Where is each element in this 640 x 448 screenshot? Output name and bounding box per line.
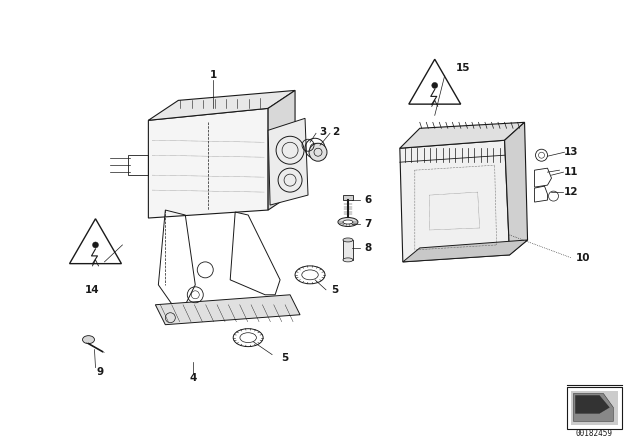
Polygon shape: [400, 140, 509, 262]
Text: 13: 13: [564, 147, 579, 157]
Text: 5: 5: [332, 285, 339, 295]
Polygon shape: [573, 393, 613, 422]
Text: 3: 3: [319, 127, 326, 137]
Ellipse shape: [343, 258, 353, 262]
Polygon shape: [575, 396, 609, 414]
Polygon shape: [268, 90, 295, 210]
Ellipse shape: [338, 218, 358, 227]
Polygon shape: [400, 122, 525, 148]
Circle shape: [93, 242, 99, 248]
Text: 9: 9: [97, 366, 104, 376]
Ellipse shape: [83, 336, 95, 344]
Text: 12: 12: [564, 187, 579, 197]
Text: 4: 4: [189, 373, 197, 383]
Text: 14: 14: [85, 285, 100, 295]
Polygon shape: [268, 118, 308, 205]
Polygon shape: [156, 295, 300, 325]
Circle shape: [432, 82, 438, 88]
Bar: [343, 195, 353, 200]
Text: 1: 1: [210, 70, 217, 81]
Polygon shape: [148, 108, 268, 218]
Bar: [572, 392, 618, 425]
Text: 00182459: 00182459: [576, 429, 613, 438]
Bar: [568, 388, 622, 429]
Text: 11: 11: [564, 167, 579, 177]
Text: 2: 2: [332, 127, 340, 137]
Text: 6: 6: [364, 195, 372, 205]
Circle shape: [309, 143, 327, 161]
Text: 10: 10: [576, 253, 591, 263]
Text: 15: 15: [456, 64, 470, 73]
Text: 7: 7: [364, 219, 372, 229]
Polygon shape: [403, 240, 527, 262]
Ellipse shape: [343, 220, 353, 224]
Polygon shape: [148, 90, 295, 121]
Text: 5: 5: [282, 353, 289, 362]
Text: 8: 8: [364, 243, 372, 253]
Bar: [343, 240, 353, 260]
Polygon shape: [504, 122, 527, 255]
Ellipse shape: [343, 238, 353, 242]
